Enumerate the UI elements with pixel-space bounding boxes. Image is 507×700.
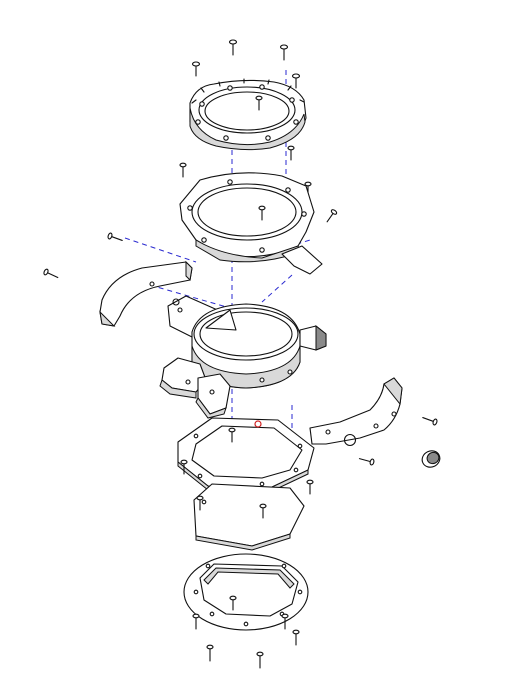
screw — [196, 495, 204, 511]
right-screws — [358, 417, 438, 466]
top-bezel-ring — [189, 78, 307, 151]
screw — [228, 427, 236, 443]
right-bracket-arm — [309, 377, 403, 447]
screw — [206, 644, 214, 662]
marker-dot — [254, 420, 262, 428]
screw — [179, 162, 187, 178]
screw — [107, 232, 123, 241]
mid-screws-upper — [179, 145, 338, 223]
screw — [287, 145, 295, 161]
knob-cap — [421, 450, 441, 468]
screw — [291, 73, 301, 89]
screw — [281, 613, 289, 630]
screw — [279, 44, 289, 61]
bottom-mounting-ring — [183, 553, 309, 631]
top-screws — [191, 39, 301, 89]
screw — [358, 458, 375, 466]
left-bracket-arm — [99, 260, 193, 327]
screw — [259, 503, 267, 519]
ring-inner-screw — [229, 595, 237, 611]
screw — [326, 209, 338, 223]
screw — [256, 651, 264, 669]
base-plate-screws — [196, 495, 267, 519]
bottom-screws — [192, 613, 300, 669]
screw — [192, 613, 200, 630]
left-screws — [43, 232, 123, 279]
main-housing — [159, 295, 327, 419]
hex-gasket-plate — [177, 417, 315, 493]
screw — [306, 479, 314, 495]
ring-screw — [255, 95, 263, 111]
screw — [191, 61, 201, 77]
screw — [43, 268, 59, 279]
flange-screw — [258, 205, 266, 221]
screw — [292, 629, 300, 646]
hex-base-plate — [193, 483, 305, 551]
screw — [422, 417, 438, 426]
screw — [180, 459, 188, 475]
gasket-screws — [180, 427, 314, 495]
screw — [228, 39, 238, 56]
mounting-flange-plate — [179, 172, 323, 275]
